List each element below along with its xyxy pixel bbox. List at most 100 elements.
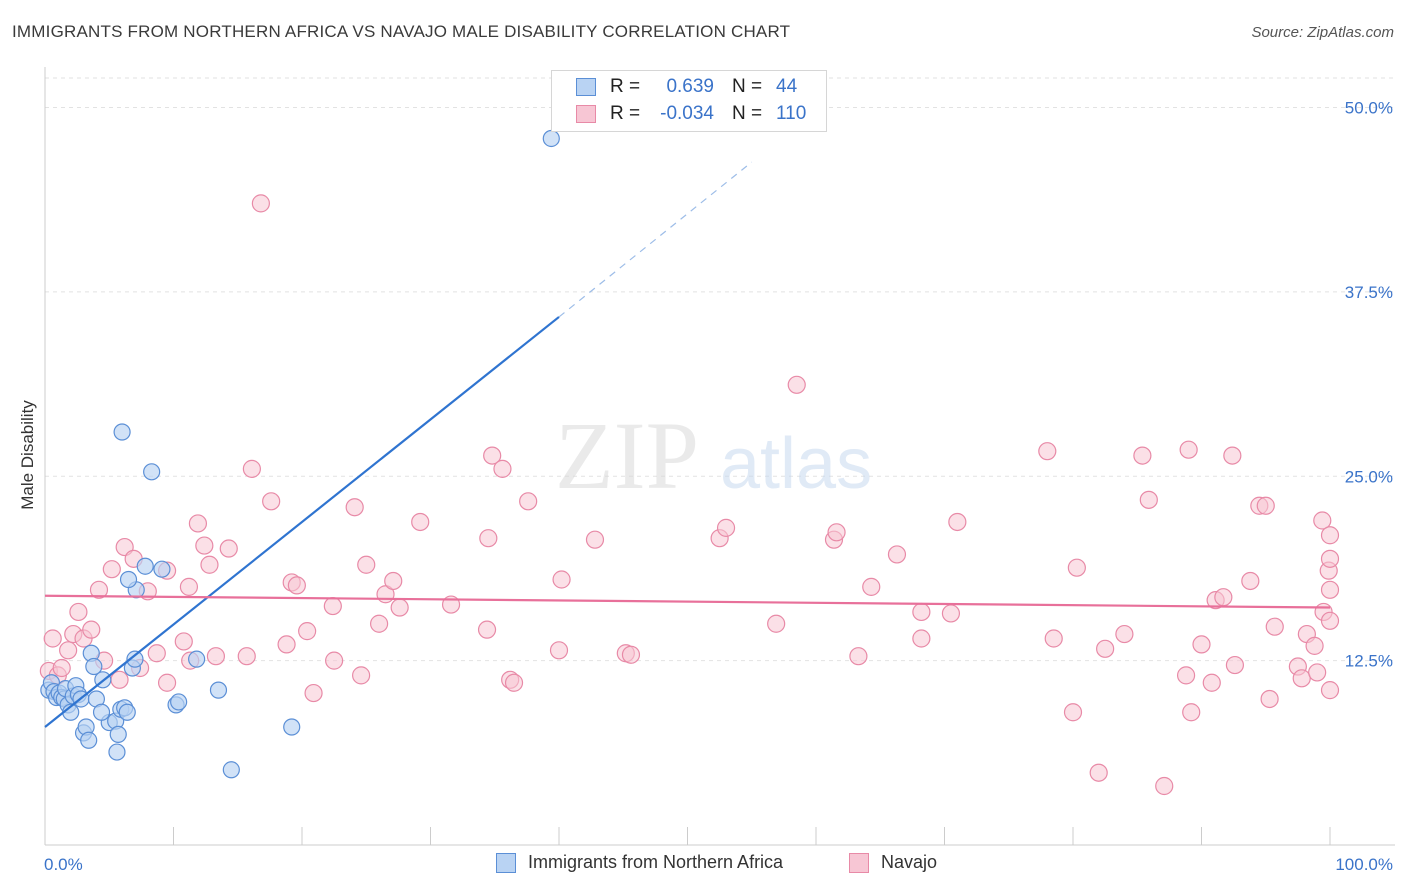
pink-swatch bbox=[849, 852, 869, 873]
northern-africa-point bbox=[85, 657, 103, 676]
navajo-point bbox=[237, 647, 256, 666]
navajo-point bbox=[219, 539, 238, 558]
legend-item-northern-africa[interactable]: Immigrants from Northern Africa bbox=[496, 852, 783, 873]
navajo-point bbox=[849, 647, 868, 666]
navajo-point bbox=[585, 530, 605, 549]
navajo-point bbox=[1096, 639, 1115, 658]
chart-title: IMMIGRANTS FROM NORTHERN AFRICA VS NAVAJ… bbox=[12, 22, 791, 41]
watermark-atlas: atlas bbox=[720, 424, 872, 504]
navajo-point bbox=[242, 459, 261, 478]
navajo-point bbox=[1260, 689, 1279, 709]
r-label: R = bbox=[610, 103, 641, 124]
navajo-point bbox=[390, 598, 409, 617]
northern-africa-trend-line bbox=[44, 316, 560, 728]
navajo-point bbox=[323, 596, 342, 616]
navajo-point bbox=[912, 629, 931, 648]
navajo-point bbox=[479, 529, 498, 548]
northern-africa-point bbox=[188, 650, 206, 668]
navajo-point bbox=[43, 629, 62, 648]
navajo-point bbox=[1202, 673, 1221, 692]
y-tick-label: 50.0% bbox=[1345, 99, 1393, 118]
navajo-point bbox=[195, 536, 214, 555]
navajo-point bbox=[59, 641, 78, 660]
navajo-point bbox=[82, 620, 101, 639]
legend-item-navajo[interactable]: Navajo bbox=[849, 852, 937, 873]
northern-africa-point bbox=[153, 560, 171, 578]
navajo-point bbox=[477, 620, 497, 639]
navajo-point bbox=[384, 571, 403, 591]
navajo-point bbox=[1063, 703, 1083, 722]
navajo-point bbox=[1179, 440, 1198, 459]
navajo-point bbox=[69, 602, 88, 622]
source-credit: Source: ZipAtlas.com bbox=[1251, 24, 1394, 41]
navajo-point bbox=[552, 570, 571, 589]
navajo-point bbox=[157, 673, 177, 692]
series-legend: Immigrants from Northern Africa Navajo bbox=[0, 852, 1406, 878]
n-label: N = bbox=[732, 103, 763, 124]
navajo-point bbox=[251, 194, 270, 213]
navajo-point bbox=[1155, 776, 1174, 796]
r-label: R = bbox=[610, 76, 641, 97]
navajo-point bbox=[298, 622, 317, 641]
navajo-point bbox=[1067, 558, 1086, 577]
n-label: N = bbox=[732, 76, 763, 97]
navajo-point bbox=[352, 666, 371, 685]
navajo-point bbox=[716, 518, 736, 537]
navajo-point bbox=[357, 555, 376, 574]
navajo-point bbox=[1313, 511, 1332, 530]
navajo-point bbox=[262, 492, 281, 511]
legend-row-navajo: R = -0.034 N = 110 bbox=[576, 102, 806, 126]
navajo-point bbox=[174, 632, 193, 651]
navajo-point bbox=[504, 673, 524, 692]
n-value: 44 bbox=[776, 76, 798, 97]
navajo-point bbox=[304, 683, 323, 703]
navajo-point bbox=[325, 651, 344, 670]
navajo-point bbox=[493, 459, 512, 478]
r-value: 0.639 bbox=[666, 76, 714, 97]
navajo-trend-line bbox=[44, 594, 1331, 609]
navajo-point bbox=[621, 645, 641, 664]
navajo-point bbox=[1241, 571, 1260, 591]
navajo-point bbox=[52, 658, 71, 678]
navajo-point bbox=[1214, 588, 1233, 607]
blue-swatch bbox=[496, 852, 516, 873]
navajo-point bbox=[287, 576, 306, 595]
navajo-point bbox=[519, 492, 538, 511]
northern-africa-point bbox=[143, 463, 161, 481]
northern-africa-series bbox=[40, 129, 560, 779]
navajo-point bbox=[206, 647, 226, 666]
navajo-point bbox=[147, 644, 166, 663]
navajo-point bbox=[1265, 617, 1284, 636]
navajo-point bbox=[1115, 624, 1134, 644]
legend-label: Navajo bbox=[881, 852, 938, 872]
navajo-point bbox=[1176, 666, 1196, 685]
northern-africa-point bbox=[118, 703, 136, 721]
trend-lines bbox=[44, 161, 1331, 728]
northern-africa-point bbox=[126, 650, 144, 668]
northern-africa-point bbox=[136, 557, 154, 575]
navajo-point bbox=[1133, 446, 1152, 465]
legend-label: Immigrants from Northern Africa bbox=[528, 852, 784, 872]
navajo-point bbox=[787, 375, 806, 394]
northern-africa-point bbox=[108, 743, 126, 761]
navajo-point bbox=[1308, 663, 1327, 682]
navajo-point bbox=[827, 523, 846, 542]
watermark-zip: ZIP bbox=[555, 402, 699, 509]
navajo-point bbox=[110, 670, 129, 689]
r-value: -0.034 bbox=[660, 103, 714, 124]
n-value: 110 bbox=[776, 103, 807, 124]
navajo-point bbox=[483, 446, 502, 465]
navajo-point bbox=[1320, 681, 1340, 700]
navajo-point bbox=[1320, 526, 1340, 545]
navajo-point bbox=[370, 614, 389, 633]
navajo-point bbox=[948, 512, 967, 532]
navajo-point bbox=[1256, 496, 1275, 515]
navajo-point bbox=[767, 614, 786, 633]
blue-swatch bbox=[576, 78, 596, 96]
y-tick-label: 25.0% bbox=[1345, 467, 1393, 486]
northern-africa-point bbox=[222, 761, 240, 779]
navajo-point bbox=[912, 602, 931, 622]
navajo-point bbox=[200, 555, 219, 574]
northern-africa-point bbox=[92, 703, 111, 721]
